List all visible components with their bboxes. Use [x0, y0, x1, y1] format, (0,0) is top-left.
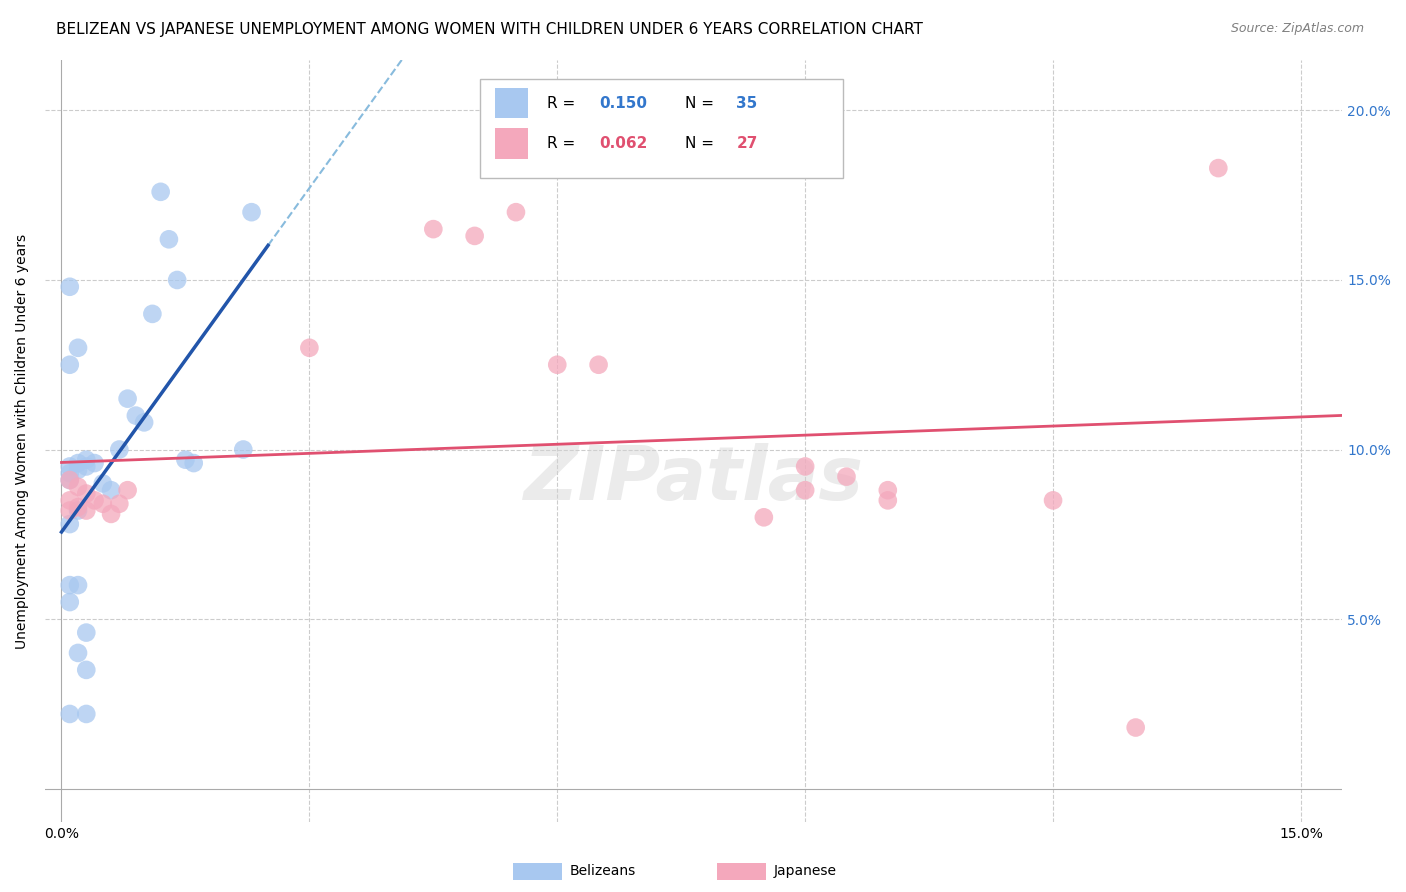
- Point: [100, 483, 122, 498]
- Text: Belizeans: Belizeans: [569, 864, 636, 879]
- Text: N =: N =: [685, 95, 718, 111]
- Point: [75, 503, 97, 517]
- Point: [835, 469, 858, 483]
- Point: [1125, 721, 1147, 735]
- Point: [464, 228, 486, 243]
- Point: [66, 456, 89, 470]
- FancyBboxPatch shape: [479, 78, 842, 178]
- FancyBboxPatch shape: [495, 87, 527, 119]
- Text: R =: R =: [547, 95, 581, 111]
- Point: [59, 459, 82, 474]
- Point: [117, 392, 139, 406]
- Point: [59, 358, 82, 372]
- Point: [1208, 161, 1230, 175]
- Point: [141, 307, 163, 321]
- Point: [66, 341, 89, 355]
- Point: [59, 517, 82, 532]
- Point: [134, 416, 156, 430]
- Point: [422, 222, 444, 236]
- Text: 27: 27: [737, 136, 758, 151]
- Point: [66, 578, 89, 592]
- Point: [298, 341, 321, 355]
- Point: [66, 500, 89, 515]
- Y-axis label: Unemployment Among Women with Children Under 6 years: Unemployment Among Women with Children U…: [15, 234, 30, 648]
- Point: [108, 497, 131, 511]
- Point: [232, 442, 254, 457]
- Point: [125, 409, 148, 423]
- Text: 35: 35: [737, 95, 758, 111]
- Point: [166, 273, 188, 287]
- Point: [876, 493, 898, 508]
- Point: [59, 467, 82, 481]
- Point: [75, 706, 97, 721]
- Point: [75, 486, 97, 500]
- Point: [174, 452, 197, 467]
- Point: [876, 483, 898, 498]
- Point: [240, 205, 263, 219]
- Point: [149, 185, 172, 199]
- Point: [83, 493, 105, 508]
- Point: [75, 625, 97, 640]
- Point: [75, 459, 97, 474]
- Point: [59, 595, 82, 609]
- Point: [505, 205, 527, 219]
- Point: [108, 442, 131, 457]
- Text: 0.150: 0.150: [599, 95, 647, 111]
- Point: [752, 510, 775, 524]
- Point: [66, 463, 89, 477]
- Point: [91, 497, 114, 511]
- Point: [59, 279, 82, 293]
- Point: [157, 232, 180, 246]
- Point: [100, 507, 122, 521]
- Text: 0.062: 0.062: [599, 136, 647, 151]
- Point: [59, 503, 82, 517]
- Point: [83, 456, 105, 470]
- FancyBboxPatch shape: [495, 128, 527, 159]
- Point: [588, 358, 610, 372]
- Point: [59, 473, 82, 487]
- Text: ZIPatlas: ZIPatlas: [523, 442, 863, 516]
- Point: [794, 459, 817, 474]
- Point: [59, 578, 82, 592]
- Point: [59, 493, 82, 508]
- Point: [59, 706, 82, 721]
- Point: [59, 473, 82, 487]
- Point: [1042, 493, 1064, 508]
- Point: [794, 483, 817, 498]
- Point: [75, 452, 97, 467]
- Point: [66, 503, 89, 517]
- Point: [75, 663, 97, 677]
- Point: [183, 456, 205, 470]
- Point: [117, 483, 139, 498]
- Point: [66, 646, 89, 660]
- Point: [91, 476, 114, 491]
- Text: N =: N =: [685, 136, 718, 151]
- Text: R =: R =: [547, 136, 581, 151]
- Point: [66, 480, 89, 494]
- Text: Japanese: Japanese: [773, 864, 837, 879]
- Text: BELIZEAN VS JAPANESE UNEMPLOYMENT AMONG WOMEN WITH CHILDREN UNDER 6 YEARS CORREL: BELIZEAN VS JAPANESE UNEMPLOYMENT AMONG …: [56, 22, 924, 37]
- Text: Source: ZipAtlas.com: Source: ZipAtlas.com: [1230, 22, 1364, 36]
- Point: [546, 358, 568, 372]
